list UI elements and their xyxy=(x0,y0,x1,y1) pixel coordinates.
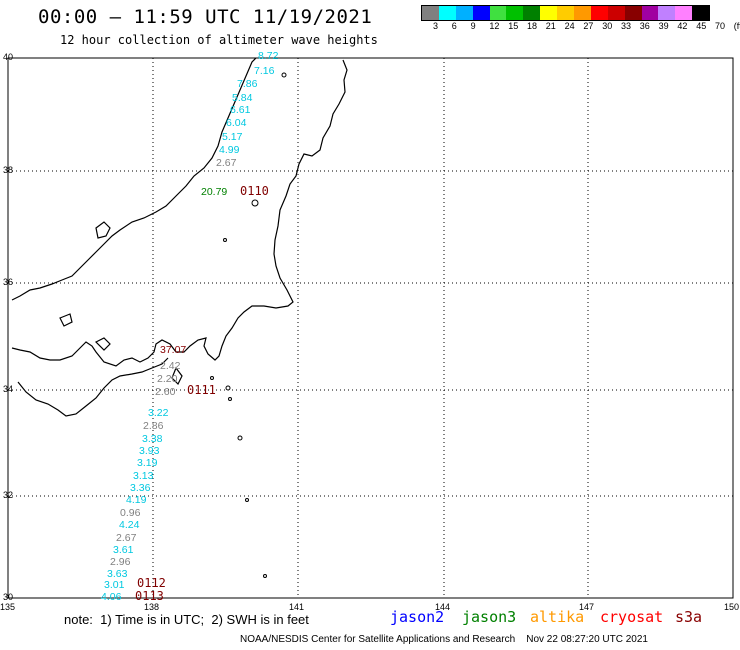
legend-swatch xyxy=(523,6,541,20)
satellite-label-cryosat: cryosat xyxy=(600,608,664,626)
page-title: 00:00 – 11:59 UTC 11/19/2021 xyxy=(38,6,373,28)
wave-height-value: 37.07 xyxy=(160,344,187,356)
legend-label: 21 xyxy=(545,21,556,31)
wave-height-value: 3.61 xyxy=(113,544,134,556)
legend-swatch xyxy=(675,6,693,20)
legend-swatch xyxy=(658,6,676,20)
wave-height-value: 3.01 xyxy=(104,579,125,591)
wave-height-value: 2.42 xyxy=(160,360,181,372)
legend-swatch xyxy=(590,6,608,20)
lon-label-144: 144 xyxy=(435,602,451,612)
legend-label: 24 xyxy=(564,21,575,31)
legend-swatch xyxy=(557,6,575,20)
lat-lon-grid xyxy=(8,58,733,598)
wave-height-value: 20.79 xyxy=(201,186,228,198)
wave-height-value: 3.19 xyxy=(137,457,158,469)
legend-swatch xyxy=(692,6,710,20)
legend-swatch xyxy=(641,6,659,20)
coastline xyxy=(11,57,348,417)
legend-swatch xyxy=(472,6,490,20)
legend-label: 45 xyxy=(696,21,707,31)
wave-height-value: 6.61 xyxy=(230,104,251,116)
wave-height-value: 5.17 xyxy=(222,131,243,143)
wave-height-value: 2.67 xyxy=(116,532,137,544)
wave-height-value: 4.99 xyxy=(219,144,240,156)
lon-label-138: 138 xyxy=(144,602,160,612)
lon-label-147: 147 xyxy=(579,602,595,612)
legend-label: 18 xyxy=(527,21,538,31)
satellite-label-jason3: jason3 xyxy=(462,608,517,626)
wave-height-value: 5.84 xyxy=(232,92,253,104)
wave-height-value: 4.19 xyxy=(126,494,147,506)
legend-swatch xyxy=(489,6,507,20)
pass-time-label: 0110 xyxy=(240,184,269,198)
legend-swatch xyxy=(422,6,439,20)
legend-swatch xyxy=(624,6,642,20)
lat-label-30: 30 xyxy=(3,592,14,602)
lat-label-38: 38 xyxy=(3,165,14,175)
lat-label-34: 34 xyxy=(3,384,14,394)
legend-label: 15 xyxy=(508,21,519,31)
wave-height-value: 2.60 xyxy=(155,386,176,398)
legend-label: 6 xyxy=(451,21,457,31)
legend-label: 39 xyxy=(658,21,669,31)
legend-label: 36 xyxy=(639,21,650,31)
wave-height-value: 2.67 xyxy=(216,157,237,169)
lon-label-141: 141 xyxy=(289,602,305,612)
islands xyxy=(210,72,287,578)
legend-label: 9 xyxy=(470,21,476,31)
legend-swatch xyxy=(607,6,625,20)
footnote: note: 1) Time is in UTC; 2) SWH is in fe… xyxy=(64,612,309,627)
legend-label: 3 xyxy=(433,21,439,31)
pass-time-label: 0113 xyxy=(135,589,164,603)
lat-label-32: 32 xyxy=(3,490,14,500)
lon-label-150: 150 xyxy=(724,602,740,612)
color-legend xyxy=(421,5,711,21)
legend-swatch xyxy=(455,6,473,20)
legend-label: 30 xyxy=(602,21,613,31)
legend-label: 70 xyxy=(715,21,726,31)
wave-height-value: 3.93 xyxy=(139,445,160,457)
legend-label: (ft) xyxy=(733,21,740,31)
legend-label: 42 xyxy=(677,21,688,31)
wave-height-value: 7.16 xyxy=(254,65,275,77)
legend-swatch xyxy=(540,6,558,20)
legend-swatch xyxy=(574,6,591,20)
wave-height-value: 2.20 xyxy=(157,373,178,385)
legend-label: 12 xyxy=(489,21,500,31)
wave-height-value: 4.24 xyxy=(119,519,140,531)
wave-height-value: 3.63 xyxy=(107,568,128,580)
page-subtitle: 12 hour collection of altimeter wave hei… xyxy=(60,33,378,47)
satellite-label-s3a: s3a xyxy=(675,608,703,626)
map-frame xyxy=(7,57,734,599)
wave-height-value: 7.86 xyxy=(237,78,258,90)
wave-height-value: 3.36 xyxy=(130,482,151,494)
wave-height-value: 3.38 xyxy=(142,433,163,445)
lon-label-135: 135 xyxy=(0,602,16,612)
satellite-label-altika: altika xyxy=(530,608,585,626)
credit-line: NOAA/NESDIS Center for Satellite Applica… xyxy=(240,634,648,645)
wave-height-value: 3.13 xyxy=(133,470,154,482)
wave-height-value: 0.96 xyxy=(120,507,141,519)
wave-height-value: 4.06 xyxy=(101,591,122,603)
wave-height-value: 6.04 xyxy=(226,117,247,129)
lat-label-40: 40 xyxy=(3,52,14,62)
wave-height-value: 8.72 xyxy=(258,50,279,62)
wave-height-value: 2.96 xyxy=(110,556,131,568)
legend-swatch xyxy=(438,6,456,20)
legend-label: 27 xyxy=(583,21,594,31)
legend-swatch xyxy=(506,6,524,20)
pass-time-label: 0112 xyxy=(137,576,166,590)
pass-time-label: 0111 xyxy=(187,383,216,397)
wave-height-value: 3.22 xyxy=(148,407,169,419)
lat-label-36: 36 xyxy=(3,277,14,287)
legend-label: 33 xyxy=(621,21,632,31)
wave-height-value: 2.86 xyxy=(143,420,164,432)
satellite-label-jason2: jason2 xyxy=(390,608,445,626)
